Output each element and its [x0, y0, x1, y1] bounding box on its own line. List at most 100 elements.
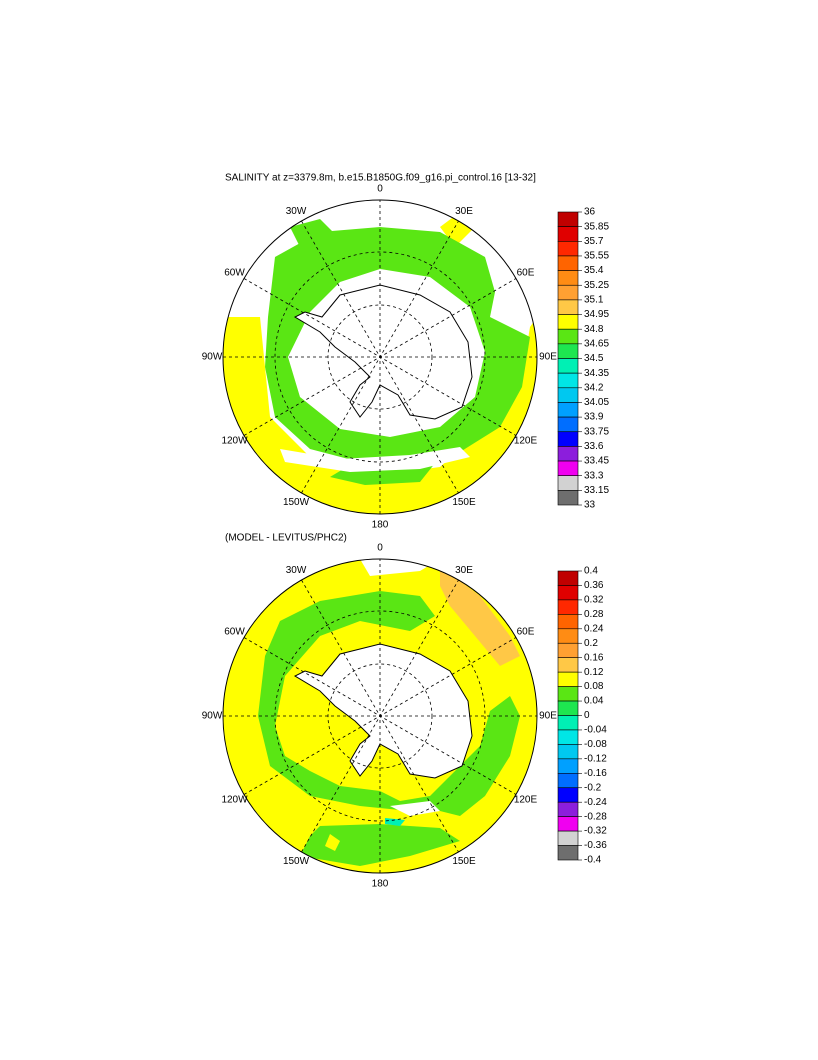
colorbar-box — [557, 372, 579, 389]
colorbar-box — [557, 642, 579, 658]
colorbar-box — [557, 816, 579, 832]
colorbar-box — [557, 314, 579, 330]
colorbar-label: 33.75 — [584, 426, 609, 437]
colorbar-box — [557, 614, 579, 630]
meridians — [223, 200, 537, 514]
colorbar-label: -0.32 — [584, 826, 607, 837]
longitude-label: 90W — [202, 352, 223, 363]
longitude-label: 60E — [517, 627, 535, 638]
colorbar-label: -0.12 — [584, 753, 607, 764]
panel: SALINITY at z=3379.8m, b.e15.B1850G.f09_… — [202, 173, 610, 531]
colorbar-box — [557, 570, 579, 586]
colorbar-box — [557, 241, 579, 257]
colorbar-label: -0.36 — [584, 840, 607, 851]
field-region — [265, 227, 530, 465]
colorbar-label: 35.55 — [584, 251, 609, 262]
colorbar-box — [557, 475, 579, 491]
longitude-label: 150W — [283, 856, 310, 867]
latitude-line — [274, 610, 486, 822]
field-region — [300, 824, 460, 866]
longitude-label: 180 — [372, 879, 389, 890]
colorbar-label: 36 — [584, 207, 596, 218]
panel: (MODEL - LEVITUS/PHC2) 0 30E 60E 90E 120E 150… — [202, 533, 608, 890]
colorbar-box — [557, 671, 579, 687]
colorbar-label: 33.3 — [584, 470, 604, 481]
colorbar-box — [557, 715, 579, 731]
latitude-line — [274, 251, 486, 463]
longitude-label: 30E — [455, 206, 473, 217]
longitude-label: 150E — [452, 856, 476, 867]
colorbar-label: 35.1 — [584, 295, 604, 306]
colorbar: 36 35.85 35.7 35.55 35.4 35.25 35.1 34.95 34.8 34… — [557, 207, 609, 511]
colorbar-box — [557, 328, 579, 345]
colorbar-label: 0.4 — [584, 566, 598, 577]
colorbar-box — [557, 758, 579, 774]
colorbar-label: 0.24 — [584, 623, 604, 634]
longitude-label: 120E — [514, 436, 538, 447]
colorbar-box — [557, 729, 579, 745]
longitude-labels: 0 30E 60E 90E 120E 150E 180 150W 120W 90W 60W 30W — [202, 184, 558, 531]
colorbar-box — [557, 255, 579, 271]
colorbar-box — [557, 446, 579, 462]
colorbar-box — [557, 772, 579, 789]
field-region — [290, 219, 340, 247]
colorbar-box — [557, 585, 579, 601]
colorbar-label: 33.9 — [584, 412, 604, 423]
colorbar-label: -0.08 — [584, 739, 607, 750]
longitude-label: 150W — [283, 497, 310, 508]
map — [223, 559, 537, 873]
longitude-label: 60W — [224, 268, 245, 279]
colorbar-box — [557, 299, 579, 315]
field-region — [385, 818, 405, 826]
colorbar: 0.4 0.36 0.32 0.28 0.24 0.2 0.16 0.12 0.08 0.04 0 -… — [557, 566, 607, 866]
longitude-label: 0 — [377, 184, 383, 195]
colorbar-box — [557, 226, 579, 242]
colorbar-label: 34.5 — [584, 353, 604, 364]
map — [223, 200, 537, 514]
field-region — [325, 834, 340, 851]
colorbar-label: 35.85 — [584, 221, 609, 232]
colorbar-label: 0.36 — [584, 580, 604, 591]
colorbar-box — [557, 387, 579, 403]
longitude-label: 30W — [286, 565, 307, 576]
colorbar-label: 34.8 — [584, 324, 604, 335]
colorbar-box — [557, 657, 579, 673]
colorbar-box — [557, 284, 579, 301]
colorbar-box — [557, 628, 579, 644]
colorbar-label: 34.35 — [584, 368, 609, 379]
colorbar-box — [557, 460, 579, 476]
colorbar-label: 34.05 — [584, 397, 609, 408]
colorbar-label: 0.04 — [584, 696, 604, 707]
colorbar-label: 0.32 — [584, 595, 604, 606]
colorbar-label: 33.6 — [584, 441, 604, 452]
colorbar-label: 35.7 — [584, 236, 604, 247]
colorbar-box — [557, 358, 579, 374]
colorbar-label: 0.2 — [584, 638, 598, 649]
longitude-label: 120W — [221, 795, 248, 806]
colorbar-box — [557, 343, 579, 359]
longitude-label: 0 — [377, 543, 383, 554]
colorbar-label: 0.12 — [584, 667, 604, 678]
longitude-label: 60W — [224, 627, 245, 638]
colorbar-box — [557, 211, 579, 227]
colorbar-box — [557, 787, 579, 803]
longitude-label: 90E — [539, 352, 557, 363]
longitude-label: 60E — [517, 268, 535, 279]
longitude-label: 150E — [452, 497, 476, 508]
meridian-line — [301, 220, 459, 494]
colorbar-label: 33.15 — [584, 485, 609, 496]
longitude-label: 90W — [202, 711, 223, 722]
colorbar-label: -0.16 — [584, 768, 607, 779]
longitude-label: 30W — [286, 206, 307, 217]
colorbar-box — [557, 700, 579, 716]
colorbar-label: 33.45 — [584, 456, 609, 467]
longitude-label: 30E — [455, 565, 473, 576]
coastline — [293, 643, 473, 779]
longitude-label: 180 — [372, 520, 389, 531]
colorbar-label: 0 — [584, 710, 590, 721]
colorbar-label: -0.4 — [584, 855, 602, 866]
colorbar-label: 35.4 — [584, 265, 604, 276]
colorbar-label: 33 — [584, 500, 596, 511]
